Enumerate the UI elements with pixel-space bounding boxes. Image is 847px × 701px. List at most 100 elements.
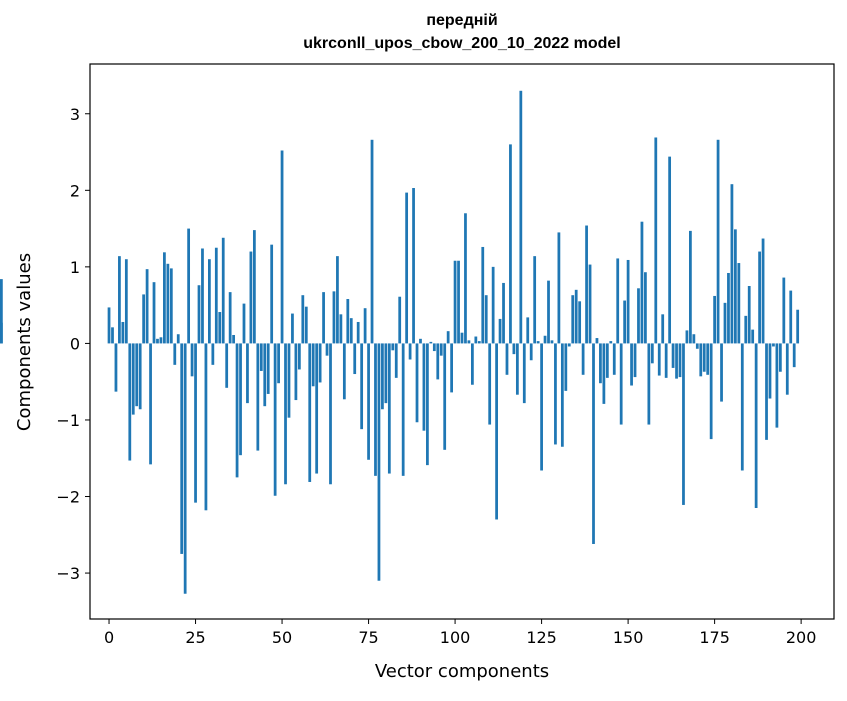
bar-106	[474, 336, 478, 344]
bar-9	[138, 343, 142, 410]
bar-63	[325, 343, 329, 356]
bar-199	[796, 309, 800, 344]
bar-123	[533, 256, 537, 344]
bar-197	[789, 290, 793, 344]
bar-163	[671, 343, 675, 368]
bar-147	[616, 258, 620, 344]
bar-13	[152, 282, 156, 344]
bar-4	[121, 321, 125, 344]
bar-36	[232, 334, 235, 344]
bar-156	[647, 343, 651, 425]
x-tick-label: 0	[104, 628, 114, 647]
bar-45	[263, 343, 267, 407]
bar-114	[502, 282, 505, 344]
bar-191	[768, 343, 772, 399]
bar-178	[723, 302, 727, 344]
bar-99	[450, 343, 454, 393]
bar-152	[633, 343, 637, 378]
bar-97	[443, 343, 447, 450]
bar-115	[505, 343, 509, 375]
bar-155	[644, 272, 647, 344]
bar-73	[360, 343, 364, 430]
bar-78	[377, 343, 381, 581]
bar-10	[142, 294, 146, 344]
bar-154	[640, 221, 644, 344]
bar-189	[761, 238, 765, 344]
bar-74	[363, 308, 367, 344]
bar-26	[197, 285, 201, 344]
x-tick-label: 50	[272, 628, 292, 647]
bar-69	[346, 299, 350, 344]
bar-46	[266, 343, 270, 394]
bar-98	[446, 331, 450, 344]
bar-81	[387, 343, 391, 474]
bar-169	[692, 334, 696, 344]
bar-140	[592, 343, 595, 544]
bar-91	[422, 343, 426, 431]
chart-title-line-2: ukrconll_upos_cbow_200_10_2022 model	[303, 35, 621, 52]
x-tick-label: 75	[358, 628, 378, 647]
bar-137	[581, 343, 585, 375]
bar-89	[415, 343, 419, 423]
y-tick-label: 2	[70, 181, 80, 200]
bar-12	[149, 343, 152, 465]
bar-77	[374, 343, 377, 476]
bar-71	[353, 343, 357, 375]
bar-150	[626, 259, 630, 344]
bar-101	[457, 260, 460, 344]
bar-122	[529, 343, 533, 361]
bar-141	[595, 338, 599, 344]
bar-157	[650, 343, 654, 364]
y-axis-ticks: −3 −2 −1 0 1 2 3	[56, 105, 90, 583]
bar-20	[176, 334, 180, 344]
bar-164	[675, 343, 678, 379]
y-tick-label: 1	[70, 258, 80, 277]
bar-14	[156, 338, 159, 344]
bar-83	[394, 343, 398, 378]
bar-6	[128, 343, 132, 461]
bar-174	[709, 343, 713, 440]
bar-159	[657, 343, 661, 376]
bar-42	[252, 230, 256, 344]
bar-144	[605, 343, 609, 378]
bar-58	[308, 343, 312, 482]
bar-194	[778, 343, 782, 372]
bar-27	[201, 248, 204, 344]
bar-17	[166, 263, 170, 344]
bar-134	[571, 295, 575, 344]
bar-56	[301, 295, 305, 344]
bar-151	[630, 343, 633, 386]
bar-103	[464, 213, 467, 344]
x-tick-label: 175	[699, 628, 730, 647]
x-tick-label: 125	[526, 628, 557, 647]
bar-131	[560, 343, 564, 447]
bar-179	[727, 272, 730, 344]
bar-112	[495, 343, 498, 520]
bar-31	[214, 247, 218, 344]
bar-95	[436, 343, 440, 380]
bar-113	[498, 318, 502, 344]
bar-118	[515, 343, 519, 395]
bar-25	[194, 343, 197, 503]
bar-198	[792, 343, 796, 368]
bar-33	[221, 237, 225, 344]
bar-62	[322, 292, 325, 344]
bar-60	[315, 343, 319, 474]
bar-28	[204, 343, 208, 511]
bar-195	[782, 277, 786, 344]
bar-88	[412, 188, 415, 344]
x-tick-label: 25	[185, 628, 205, 647]
bar-94	[432, 343, 436, 352]
bar-47	[270, 244, 274, 344]
x-axis-label: Vector components	[375, 661, 549, 682]
bar-165	[678, 343, 682, 378]
bar-188	[758, 251, 761, 344]
bar-133	[567, 343, 571, 347]
bar-19	[173, 343, 177, 365]
bar-105	[470, 343, 474, 385]
bar-167	[685, 330, 689, 344]
bar-41	[249, 251, 253, 344]
bar-109	[484, 295, 488, 344]
